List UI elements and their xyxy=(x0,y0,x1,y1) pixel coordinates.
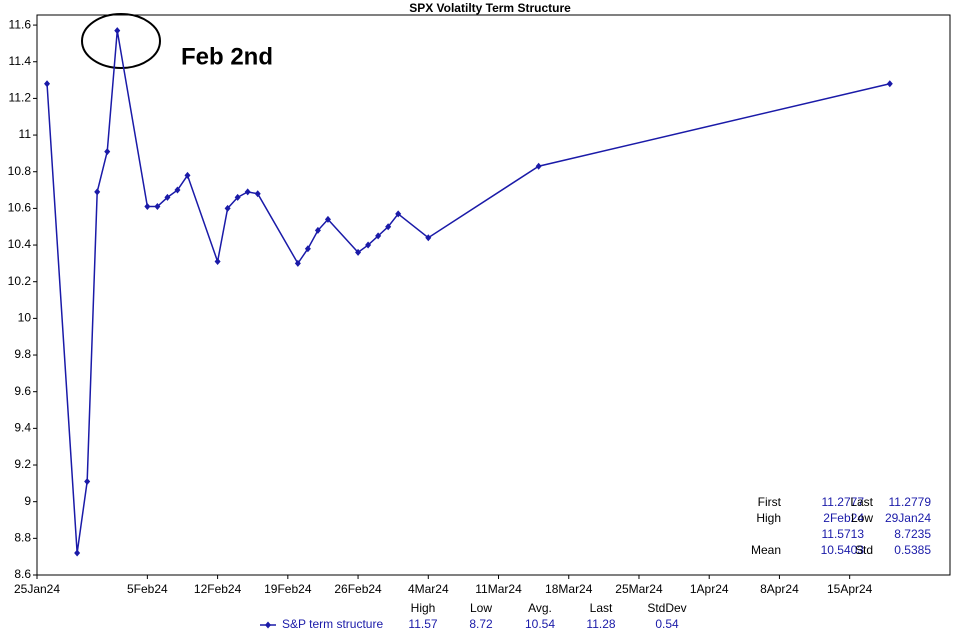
stat-label: First xyxy=(758,495,782,509)
marker xyxy=(355,248,362,256)
marker xyxy=(44,80,51,88)
y-tick-label: 9.2 xyxy=(14,457,31,471)
x-tick-label: 25Mar24 xyxy=(615,582,663,596)
y-tick-label: 9.8 xyxy=(14,347,31,361)
marker xyxy=(886,80,893,88)
y-tick-label: 8.6 xyxy=(14,567,31,581)
marker xyxy=(234,193,241,201)
stat-value: 10.5403 xyxy=(821,543,865,557)
legend-marker xyxy=(265,621,271,629)
x-tick-label: 12Feb24 xyxy=(194,582,242,596)
stat-value: 11.2779 xyxy=(889,495,932,509)
marker xyxy=(535,162,542,170)
y-tick-label: 9.6 xyxy=(14,384,31,398)
summary-value: 11.28 xyxy=(586,617,615,631)
summary-value: 8.72 xyxy=(469,617,493,631)
x-tick-label: 11Mar24 xyxy=(475,582,522,596)
marker xyxy=(174,186,181,194)
stat-value: 11.2777 xyxy=(822,495,865,509)
summary-header: Low xyxy=(470,601,492,615)
summary-value: 10.54 xyxy=(525,617,555,631)
y-tick-label: 8.8 xyxy=(14,531,31,545)
marker xyxy=(314,226,321,234)
stat-value: 8.7235 xyxy=(894,527,931,541)
stat-value: 29Jan24 xyxy=(885,511,931,525)
y-tick-label: 10 xyxy=(18,311,32,325)
y-tick-label: 10.8 xyxy=(8,164,32,178)
marker xyxy=(244,188,251,196)
marker xyxy=(395,210,402,218)
summary-header: StdDev xyxy=(647,601,686,615)
highlight-ellipse xyxy=(81,13,161,69)
marker xyxy=(425,234,432,242)
plot-frame xyxy=(36,14,951,576)
y-tick-label: 10.6 xyxy=(8,201,32,215)
marker xyxy=(164,193,171,201)
summary-header: Last xyxy=(590,601,613,615)
marker xyxy=(214,258,221,266)
marker xyxy=(365,241,372,249)
y-tick-label: 11 xyxy=(19,127,32,141)
summary-value: 0.54 xyxy=(655,617,679,631)
marker xyxy=(94,188,101,196)
x-tick-label: 19Feb24 xyxy=(264,582,312,596)
stat-label: Std xyxy=(855,543,873,557)
marker xyxy=(184,171,191,179)
x-tick-label: 1Apr24 xyxy=(690,582,729,596)
x-tick-label: 4Mar24 xyxy=(408,582,449,596)
x-tick-label: 5Feb24 xyxy=(127,582,168,596)
stat-value: 0.5385 xyxy=(894,543,931,557)
marker xyxy=(224,204,231,212)
y-tick-label: 11.6 xyxy=(9,17,32,31)
chart-title: SPX Volatilty Term Structure xyxy=(409,1,571,15)
marker xyxy=(294,259,301,267)
x-tick-label: 15Apr24 xyxy=(827,582,873,596)
series-line xyxy=(46,30,890,554)
marker xyxy=(104,148,111,156)
summary-header: Avg. xyxy=(528,601,552,615)
stat-value: 11.5713 xyxy=(822,527,865,541)
stat-label: Mean xyxy=(751,543,781,557)
marker xyxy=(144,203,151,211)
marker xyxy=(375,232,382,240)
summary-header: High xyxy=(411,601,436,615)
marker xyxy=(84,478,91,486)
annotation: Feb 2nd xyxy=(181,43,273,70)
stat-value: 2Feb24 xyxy=(823,511,864,525)
y-tick-label: 10.2 xyxy=(8,274,32,288)
stat-label: High xyxy=(756,511,781,525)
y-tick-label: 9 xyxy=(24,494,31,508)
marker xyxy=(324,215,331,223)
marker xyxy=(254,190,261,198)
marker xyxy=(304,245,311,253)
y-tick-label: 11.4 xyxy=(9,54,32,68)
y-tick-label: 10.4 xyxy=(8,237,32,251)
summary-value: 11.57 xyxy=(408,617,437,631)
x-tick-label: 18Mar24 xyxy=(545,582,593,596)
marker xyxy=(154,203,161,211)
y-tick-label: 9.4 xyxy=(14,421,31,435)
marker xyxy=(114,27,121,35)
x-tick-label: 26Feb24 xyxy=(334,582,382,596)
marker xyxy=(74,549,81,557)
stat-label: Last xyxy=(850,495,873,509)
legend-label: S&P term structure xyxy=(282,617,383,631)
x-tick-label: 25Jan24 xyxy=(14,582,60,596)
stat-label: Low xyxy=(851,511,873,525)
x-tick-label: 8Apr24 xyxy=(760,582,799,596)
marker xyxy=(385,223,392,231)
y-tick-label: 11.2 xyxy=(9,91,32,105)
